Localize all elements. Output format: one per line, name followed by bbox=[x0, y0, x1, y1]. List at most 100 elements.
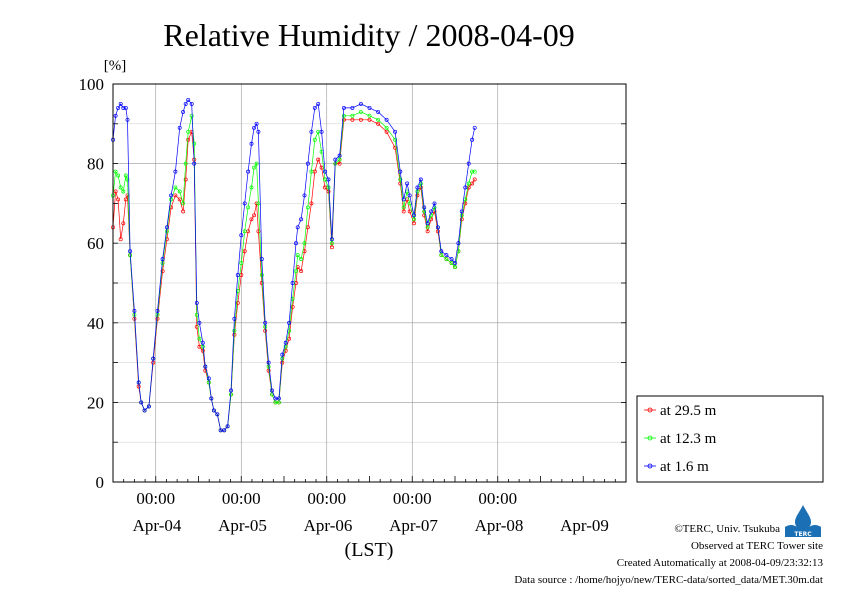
data-point bbox=[333, 157, 338, 162]
data-point bbox=[412, 217, 416, 222]
series-1 bbox=[111, 117, 477, 433]
data-point bbox=[118, 101, 123, 106]
data-point bbox=[181, 209, 186, 214]
data-point bbox=[113, 189, 118, 194]
data-point bbox=[309, 129, 314, 134]
legend-entry: at 29.5 m bbox=[644, 403, 717, 419]
data-point bbox=[341, 105, 346, 110]
data-point bbox=[429, 213, 434, 218]
data-point bbox=[358, 109, 363, 114]
data-point bbox=[173, 185, 178, 190]
data-point bbox=[337, 153, 342, 158]
data-point bbox=[246, 169, 251, 174]
data-point bbox=[132, 308, 137, 313]
data-point bbox=[239, 261, 244, 266]
data-point bbox=[139, 400, 144, 405]
data-point bbox=[160, 257, 165, 262]
data-point bbox=[425, 225, 430, 230]
data-point bbox=[305, 161, 310, 166]
data-point bbox=[376, 121, 381, 126]
data-point bbox=[453, 265, 457, 270]
data-point bbox=[393, 145, 398, 150]
data-point bbox=[316, 101, 321, 106]
data-point bbox=[422, 209, 427, 214]
data-point bbox=[367, 117, 372, 122]
data-point bbox=[444, 257, 449, 262]
data-point bbox=[305, 205, 310, 210]
x-day-label: Apr-09 bbox=[560, 516, 609, 535]
y-axis-unit-label: [%] bbox=[104, 58, 127, 74]
legend-label: at 12.3 m bbox=[660, 431, 717, 447]
data-point bbox=[239, 233, 244, 238]
data-point bbox=[425, 221, 430, 226]
data-point bbox=[151, 356, 156, 361]
data-point bbox=[249, 185, 254, 190]
data-point bbox=[173, 169, 178, 174]
data-point bbox=[422, 205, 427, 210]
data-point bbox=[252, 213, 257, 218]
data-point bbox=[350, 105, 355, 110]
data-point bbox=[116, 173, 121, 178]
data-point bbox=[235, 273, 240, 277]
x-day-label: Apr-04 bbox=[133, 516, 182, 535]
data-point bbox=[125, 117, 130, 122]
y-tick-label: 100 bbox=[79, 75, 105, 94]
data-point bbox=[384, 117, 389, 122]
data-point bbox=[401, 205, 406, 210]
data-point bbox=[470, 137, 475, 142]
legend: at 29.5 m at 12.3 m at 1.6 m bbox=[636, 395, 824, 483]
data-point bbox=[232, 316, 237, 321]
data-point bbox=[160, 269, 165, 274]
data-point bbox=[118, 237, 123, 242]
x-day-label: Apr-06 bbox=[304, 516, 353, 535]
data-point bbox=[415, 185, 420, 190]
data-point bbox=[203, 368, 208, 373]
data-point bbox=[309, 169, 314, 174]
data-point bbox=[189, 101, 194, 106]
data-point bbox=[444, 253, 449, 258]
x-day-label: Apr-07 bbox=[389, 516, 438, 535]
source-text: Data source : /home/hojyo/new/TERC-data/… bbox=[514, 574, 823, 586]
data-point bbox=[121, 221, 126, 226]
series-line bbox=[112, 119, 475, 431]
data-point bbox=[254, 121, 259, 126]
data-point bbox=[459, 209, 464, 214]
data-point bbox=[235, 300, 240, 305]
data-point bbox=[290, 281, 295, 285]
data-point bbox=[192, 141, 197, 146]
data-point bbox=[412, 213, 416, 218]
data-point bbox=[183, 101, 188, 106]
data-point bbox=[118, 185, 123, 190]
data-point bbox=[266, 360, 271, 365]
logo-droplet-icon bbox=[795, 505, 811, 530]
data-point bbox=[211, 408, 216, 413]
x-hour-tick-label: 00:00 bbox=[307, 489, 346, 508]
data-point bbox=[393, 137, 398, 142]
data-point bbox=[466, 181, 471, 186]
data-point bbox=[326, 177, 331, 182]
legend-swatch-marker bbox=[647, 463, 653, 469]
data-point bbox=[123, 197, 128, 202]
data-point bbox=[283, 348, 288, 353]
data-point bbox=[299, 269, 304, 274]
data-point bbox=[155, 308, 160, 313]
data-point bbox=[259, 257, 264, 262]
data-point bbox=[197, 336, 202, 341]
data-point bbox=[232, 328, 237, 333]
data-point bbox=[242, 249, 247, 254]
data-point bbox=[276, 396, 281, 401]
data-point bbox=[295, 225, 300, 230]
data-point bbox=[215, 412, 220, 417]
data-point bbox=[463, 185, 468, 190]
grid-lines bbox=[113, 83, 626, 483]
data-point bbox=[398, 169, 403, 174]
data-point bbox=[401, 197, 406, 202]
data-point bbox=[384, 125, 389, 130]
data-point bbox=[350, 117, 355, 122]
data-point bbox=[113, 113, 118, 118]
data-point bbox=[256, 129, 261, 134]
series-line bbox=[112, 99, 476, 431]
logo-text: TERC bbox=[794, 531, 812, 538]
series-2 bbox=[111, 109, 477, 433]
data-point bbox=[312, 105, 317, 110]
